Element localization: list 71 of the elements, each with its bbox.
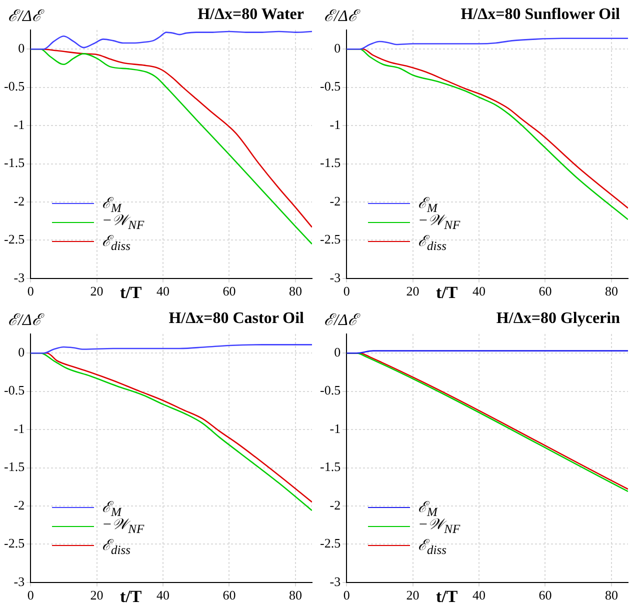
x-tick-label: 20 bbox=[90, 588, 104, 603]
y-tick-label: -1.5 bbox=[320, 155, 341, 170]
x-tick-label: 80 bbox=[288, 284, 302, 299]
x-tick-label: 80 bbox=[288, 588, 302, 603]
y-axis-title: ℰ/Δℰ bbox=[324, 311, 358, 330]
legend-label: ℰ$_{M}$ bbox=[418, 500, 438, 518]
y-tick-label: -0.5 bbox=[320, 382, 341, 398]
legend-label: ℰ$_{M}$ bbox=[102, 500, 122, 518]
y-tick-label: -0.5 bbox=[4, 382, 25, 398]
x-tick-label: 40 bbox=[472, 284, 486, 299]
x-axis-title: t/T bbox=[434, 587, 460, 607]
y-tick-label: -2.5 bbox=[320, 536, 341, 551]
legend-label: ℰ$_{diss}$ bbox=[418, 538, 446, 556]
y-tick-label: -2.5 bbox=[320, 232, 341, 247]
y-tick-label: -2.5 bbox=[4, 536, 25, 551]
x-tick-label: 20 bbox=[90, 284, 104, 299]
x-tick-label: 80 bbox=[604, 588, 618, 603]
legend-label: ℰ$_{diss}$ bbox=[418, 234, 446, 252]
legend-label: −𝒲$_{NF}$ bbox=[102, 212, 144, 233]
legend-label: ℰ$_{diss}$ bbox=[102, 234, 130, 252]
legend-label: −𝒲$_{NF}$ bbox=[418, 212, 460, 233]
x-tick-label: 60 bbox=[222, 284, 236, 299]
line-series bbox=[30, 30, 312, 50]
chart-title: H/Δx=80 Glycerin bbox=[496, 310, 620, 328]
x-tick-label: 40 bbox=[472, 588, 486, 603]
y-tick-label: -1 bbox=[330, 420, 341, 436]
x-tick-label: 20 bbox=[406, 284, 420, 299]
x-tick-label: 40 bbox=[156, 284, 170, 299]
y-tick-label: -1 bbox=[14, 116, 25, 132]
x-tick-label: 60 bbox=[538, 588, 552, 603]
y-tick-label: -1.5 bbox=[4, 155, 25, 170]
x-tick-label: 20 bbox=[406, 588, 420, 603]
y-tick-label: -2 bbox=[330, 497, 341, 512]
y-tick-label: 0 bbox=[334, 344, 341, 360]
x-tick-label: 60 bbox=[538, 284, 552, 299]
y-tick-label: -3 bbox=[14, 270, 25, 285]
x-axis-title: t/T bbox=[434, 283, 460, 303]
y-tick-label: -0.5 bbox=[320, 78, 341, 94]
y-tick-label: 0 bbox=[18, 40, 25, 56]
y-tick-label: 0 bbox=[334, 40, 341, 56]
y-tick-label: -1.5 bbox=[4, 459, 25, 474]
y-tick-label: -2.5 bbox=[4, 232, 25, 247]
y-axis-title: ℰ/Δℰ bbox=[324, 7, 358, 26]
y-tick-label: -2 bbox=[14, 497, 25, 512]
legend-label: −𝒲$_{NF}$ bbox=[102, 516, 144, 537]
legend-label: ℰ$_{diss}$ bbox=[102, 538, 130, 556]
y-tick-label: -2 bbox=[330, 193, 341, 208]
x-axis-title: t/T bbox=[118, 283, 144, 303]
y-tick-label: -3 bbox=[14, 574, 25, 589]
chart-title: H/Δx=80 Castor Oil bbox=[168, 310, 304, 328]
chart-title: H/Δx=80 Sunflower Oil bbox=[460, 6, 620, 24]
y-tick-label: -1 bbox=[330, 116, 341, 132]
x-tick-label: 40 bbox=[156, 588, 170, 603]
y-tick-label: 0 bbox=[18, 344, 25, 360]
y-tick-label: -1 bbox=[14, 420, 25, 436]
line-series bbox=[346, 38, 628, 50]
y-tick-label: -0.5 bbox=[4, 78, 25, 94]
legend-label: ℰ$_{M}$ bbox=[102, 196, 122, 214]
y-tick-label: -3 bbox=[330, 270, 341, 285]
y-axis-title: ℰ/Δℰ bbox=[8, 311, 42, 330]
legend-label: −𝒲$_{NF}$ bbox=[418, 516, 460, 537]
y-axis-title: ℰ/Δℰ bbox=[8, 7, 42, 26]
x-axis-title: t/T bbox=[118, 587, 144, 607]
legend-label: ℰ$_{M}$ bbox=[418, 196, 438, 214]
line-series bbox=[30, 344, 312, 354]
y-tick-label: -1.5 bbox=[320, 459, 341, 474]
y-tick-label: -2 bbox=[14, 193, 25, 208]
x-tick-label: 60 bbox=[222, 588, 236, 603]
x-tick-label: 80 bbox=[604, 284, 618, 299]
chart-title: H/Δx=80 Water bbox=[198, 6, 304, 24]
y-tick-label: -3 bbox=[330, 574, 341, 589]
